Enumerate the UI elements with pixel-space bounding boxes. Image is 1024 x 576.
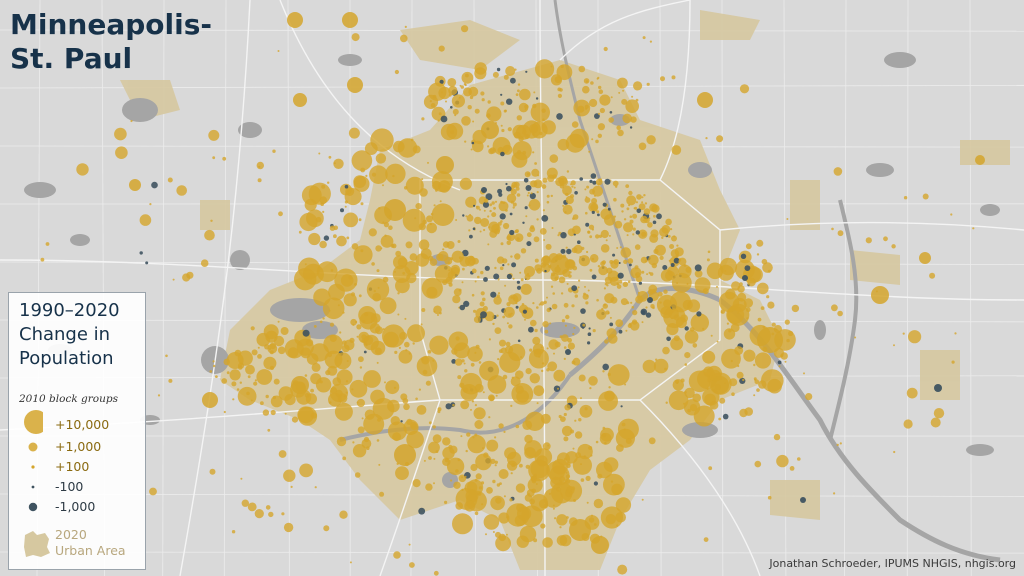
- urban-area-label-line-2: Urban Area: [55, 543, 126, 558]
- legend-entry-plus-10000: +10,000: [9, 410, 145, 435]
- population-change-circles: [40, 12, 985, 576]
- legend-title: 1990–2020 Change in Population: [19, 299, 120, 371]
- gain-circle-icon: [28, 442, 38, 452]
- legend-subtitle: 2010 block groups: [19, 393, 118, 405]
- title-line-2: St. Paul: [10, 42, 133, 75]
- urban-area-swatch-icon: [24, 531, 50, 557]
- urban-area-label: 2020 Urban Area: [55, 527, 126, 559]
- gain-circle-icon: [31, 465, 35, 469]
- legend-entry-plus-1000: +1,000: [9, 437, 145, 457]
- urban-area-label-line-1: 2020: [55, 527, 87, 542]
- legend-label: +10,000: [55, 417, 110, 432]
- urban-area-polygons: [120, 10, 1010, 570]
- legend-label: +100: [55, 459, 90, 474]
- loss-circle-icon: [28, 502, 38, 512]
- map-title: Minneapolis- St. Paul: [10, 8, 212, 76]
- legend-label: +1,000: [55, 439, 102, 454]
- legend-entry-minus-1000: -1,000: [9, 497, 145, 517]
- legend: 1990–2020 Change in Population 2010 bloc…: [8, 292, 146, 570]
- legend-title-line-2: Change in: [19, 324, 111, 345]
- title-line-1: Minneapolis-: [10, 8, 212, 41]
- legend-label: -1,000: [55, 499, 96, 514]
- gain-circle-icon: [24, 410, 43, 434]
- loss-circle-icon: [31, 485, 35, 489]
- legend-entry-minus-100: -100: [9, 477, 145, 497]
- credit-line: Jonathan Schroeder, IPUMS NHGIS, nhgis.o…: [769, 557, 1016, 570]
- legend-label: -100: [55, 479, 84, 494]
- legend-title-line-1: 1990–2020: [19, 300, 120, 321]
- legend-title-line-3: Population: [19, 348, 114, 369]
- legend-entry-plus-100: +100: [9, 457, 145, 477]
